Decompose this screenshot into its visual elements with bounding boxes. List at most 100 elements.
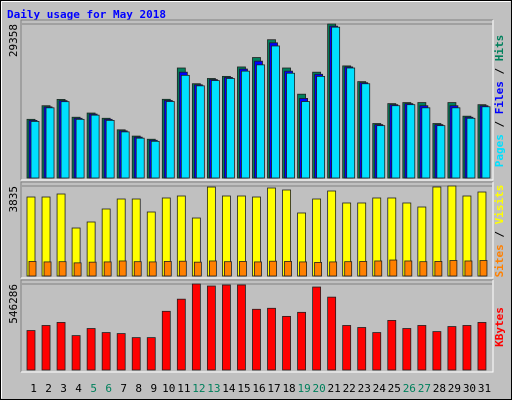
y-tick-label: 3835 [7,186,20,213]
x-tick-label: 2 [45,382,52,395]
bar [241,70,250,179]
x-tick-label: 3 [60,382,67,395]
bar [86,328,96,371]
bar [210,80,220,179]
legend: Sites / Visits [493,185,506,278]
bar [374,260,383,277]
bar [41,325,51,371]
x-tick-label: 5 [90,382,97,395]
bar [314,261,323,277]
bar [269,260,277,277]
bar [466,117,476,179]
bar [195,85,205,179]
bar [406,104,416,179]
bar [148,261,157,277]
x-tick-label: 8 [135,382,142,395]
bar [256,64,265,179]
x-tick-label: 29 [448,382,461,395]
bar [271,45,280,179]
bar [301,101,310,179]
bar [224,261,232,277]
bar [206,285,216,371]
legend-entry: Sites [493,244,506,277]
x-tick-label: 15 [237,382,250,395]
y-tick-label: 29358 [7,24,20,57]
bar [135,137,145,179]
bar [342,325,352,371]
bar [254,261,262,277]
bar [118,260,127,277]
x-tick-label: 21 [328,382,341,395]
x-tick-label: 30 [463,382,476,395]
bar [451,107,461,179]
bar [58,261,67,277]
panel-bevel [20,19,493,180]
x-tick-label: 6 [105,382,112,395]
bar [161,310,171,371]
legend: Pages / Files / Hits [493,35,506,168]
x-tick-label: 7 [120,382,127,395]
bar [176,298,186,371]
bar [267,307,276,371]
bar [419,261,428,277]
bar [178,260,187,277]
x-tick-label: 20 [313,382,326,395]
bar [71,335,81,371]
bar [389,259,398,277]
x-tick-label: 16 [252,382,265,395]
bar [327,296,337,371]
x-tick-label: 18 [282,382,295,395]
bar [372,332,382,371]
bar [357,327,367,371]
bar [165,101,175,179]
bar [286,72,295,179]
bar [421,107,431,179]
bar [226,78,235,179]
bar [316,75,326,179]
bar [481,106,491,179]
bar [116,333,126,371]
bar [299,261,307,277]
bar [88,261,97,277]
x-tick-label: 10 [162,382,175,395]
bar [297,311,306,371]
x-tick-label: 22 [343,382,356,395]
bar [75,118,85,179]
bar [252,308,261,371]
legend-entry: Hits [493,35,506,62]
bar [404,260,413,277]
bar [391,105,401,179]
bar [60,101,70,179]
bar [101,332,111,371]
bar [150,140,160,179]
x-tick-label: 14 [222,382,236,395]
panel-bevel [20,279,493,372]
bar [193,261,202,277]
bar [477,322,487,371]
panel-bevel [21,182,494,279]
bar [146,337,156,371]
bar [346,67,356,179]
panel-bevel [21,280,494,373]
bar [237,284,246,371]
bar [284,261,292,277]
x-tick-label: 19 [297,382,310,395]
panel-bevel [20,181,493,278]
bar [120,131,130,179]
bar [133,261,142,277]
x-tick-label: 13 [207,382,220,395]
legend-separator: / [493,224,506,244]
bar [449,260,458,277]
bar [26,330,36,371]
legend-entry: KBytes [493,307,506,347]
x-tick-label: 4 [75,382,82,395]
x-tick-label: 11 [177,382,190,395]
bar [163,261,172,277]
legend-entry: Visits [493,185,506,225]
legend-separator: / [493,114,506,134]
bar [43,261,52,277]
bar [436,125,446,179]
bar [359,261,368,277]
legend-entry: Pages [493,134,506,167]
